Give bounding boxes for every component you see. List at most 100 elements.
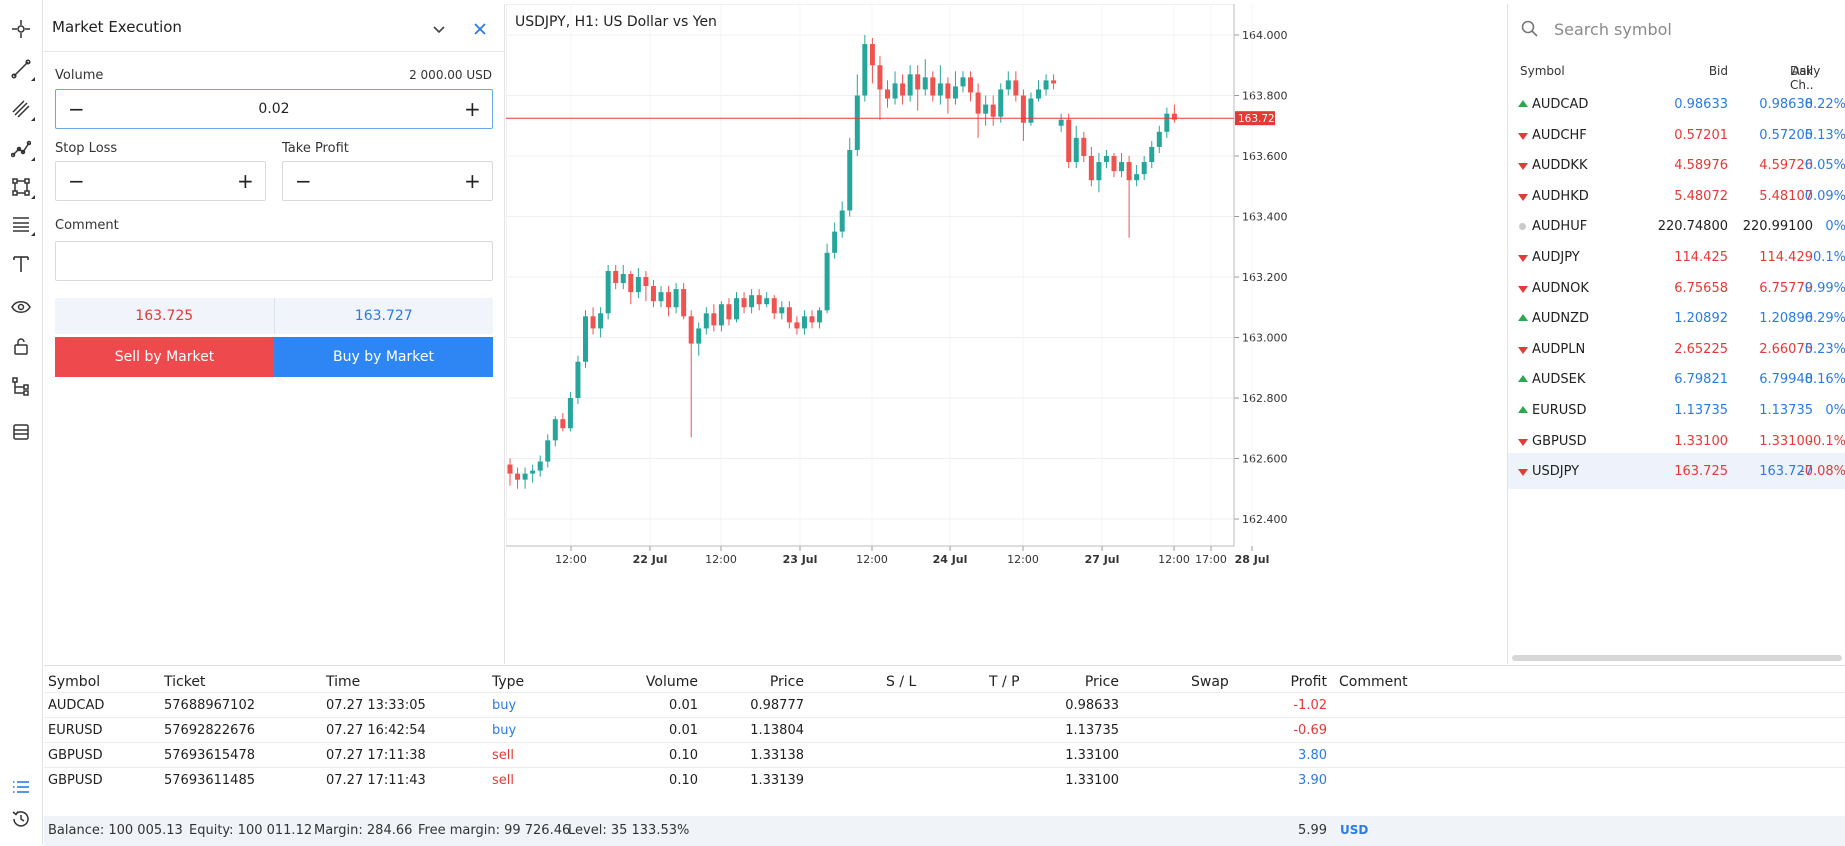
col-tp[interactable]: T / P [989, 674, 1020, 690]
take-profit-increase-button[interactable]: + [464, 169, 481, 193]
symbol-ask: 1.20896 [1759, 311, 1813, 327]
candle-body [598, 313, 604, 329]
symbol-daily-change: 0.29% [1804, 311, 1845, 327]
market-watch-row[interactable]: AUDJPY 114.425 114.429 0.1% [1508, 239, 1845, 275]
search-input[interactable]: Search symbol [1554, 20, 1672, 39]
fibonacci-icon[interactable] [6, 209, 36, 239]
market-watch-row[interactable]: AUDPLN 2.65225 2.66075 0.23% [1508, 331, 1845, 367]
dot-icon [1519, 223, 1526, 231]
volume-input[interactable]: 0.02 [258, 101, 290, 117]
candle-body [703, 313, 709, 329]
market-watch-row[interactable]: AUDDKK 4.58976 4.59726 0.05% [1508, 147, 1845, 183]
market-watch-row[interactable]: GBPUSD 1.33100 1.33100 -0.1% [1508, 423, 1845, 459]
volume-stepper[interactable]: − 0.02 + [55, 89, 493, 129]
trade-row[interactable]: EURUSD 57692822676 07.27 16:42:54 buy 0.01 1.… [44, 717, 1845, 742]
arrow-down-icon [1518, 193, 1528, 201]
crosshair-icon[interactable] [6, 14, 36, 44]
col-ticket[interactable]: Ticket [164, 674, 206, 690]
symbol-bid: 1.20892 [1674, 311, 1728, 327]
col-type[interactable]: Type [492, 674, 525, 690]
symbol-bid: 1.33100 [1674, 433, 1728, 449]
margin-level: Level: 35 133.53% [568, 823, 690, 838]
col-swap[interactable]: Swap [1191, 674, 1229, 690]
history-icon[interactable] [6, 804, 36, 834]
lock-icon[interactable] [6, 331, 36, 361]
col-sl[interactable]: S / L [886, 674, 917, 690]
market-watch-row[interactable]: AUDNOK 6.75658 6.75779 0.99% [1508, 270, 1845, 306]
buy-by-market-button[interactable]: Buy by Market [274, 337, 493, 377]
col-profit[interactable]: Profit [1290, 674, 1327, 690]
layers-icon[interactable] [6, 417, 36, 447]
candle-body [545, 440, 551, 462]
header-symbol[interactable]: Symbol [1520, 64, 1565, 78]
horizontal-scrollbar[interactable] [1512, 655, 1842, 661]
symbol-name: USDJPY [1532, 464, 1580, 480]
col-symbol[interactable]: Symbol [48, 674, 101, 690]
comment-input[interactable] [55, 241, 493, 281]
x-tick-label: 28 Jul [1235, 553, 1270, 566]
candle-body [854, 95, 860, 150]
chevron-down-icon[interactable] [428, 18, 450, 40]
sell-by-market-button[interactable]: Sell by Market [55, 337, 274, 377]
market-watch-row[interactable]: AUDNZD 1.20892 1.20896 0.29% [1508, 300, 1845, 336]
col-current-price[interactable]: Price [1084, 674, 1119, 690]
trade-row[interactable]: GBPUSD 57693615478 07.27 17:11:38 sell 0.10 1… [44, 742, 1845, 767]
trend-line-icon[interactable] [6, 54, 36, 84]
arrow-down-icon [1518, 469, 1528, 477]
trade-list-icon[interactable] [6, 772, 36, 802]
symbol-search[interactable]: Search symbol [1508, 4, 1845, 54]
channel-icon[interactable] [6, 94, 36, 124]
trade-row[interactable]: AUDCAD 57688967102 07.27 13:33:05 buy 0.01 0.… [44, 692, 1845, 717]
market-watch-row[interactable]: AUDHUF 220.74800 220.99100 0% [1508, 208, 1845, 244]
eye-icon[interactable] [6, 292, 36, 322]
take-profit-decrease-button[interactable]: − [295, 169, 312, 193]
symbol-name: AUDSEK [1532, 372, 1586, 388]
volume-label: Volume [55, 68, 104, 83]
candlestick-chart[interactable]: 164.000 163.800 163.600 163.400 163.200 163.0… [506, 4, 1506, 664]
price-chart[interactable]: 164.000 163.800 163.600 163.400 163.200 163.0… [506, 4, 1506, 664]
candle-body [983, 104, 989, 114]
text-tool-icon[interactable] [6, 249, 36, 279]
volume-amount: 2 000.00 USD [409, 68, 492, 82]
volume-increase-button[interactable]: + [463, 97, 481, 121]
symbol-name: AUDHKD [1532, 188, 1589, 204]
market-watch-row[interactable]: AUDHKD 5.48072 5.48107 0.09% [1508, 178, 1845, 214]
candle-body [507, 464, 513, 474]
account-currency: USD [1340, 823, 1369, 837]
header-ask[interactable]: Ask [1791, 64, 1813, 78]
shapes-icon[interactable] [6, 172, 36, 202]
header-bid[interactable]: Bid [1708, 64, 1728, 78]
market-watch-row[interactable]: EURUSD 1.13735 1.13735 0% [1508, 392, 1845, 428]
symbol-ask: 0.57205 [1759, 127, 1813, 143]
symbol-ask: 1.33100 [1759, 433, 1813, 449]
object-tree-icon[interactable] [6, 371, 36, 401]
symbol-name: AUDHUF [1532, 219, 1588, 235]
trade-row[interactable]: GBPUSD 57693611485 07.27 17:11:43 sell 0.10 1… [44, 767, 1845, 792]
trade-current-price: 1.33100 [1065, 748, 1119, 763]
market-watch-row[interactable]: USDJPY 163.725 163.727 -0.08% [1508, 453, 1845, 490]
symbol-daily-change: 0.16% [1804, 372, 1845, 388]
candle-body [952, 86, 958, 99]
polyline-icon[interactable] [6, 134, 36, 164]
market-watch-row[interactable]: AUDSEK 6.79821 6.79948 0.16% [1508, 361, 1845, 397]
stop-loss-stepper[interactable]: − + [55, 161, 266, 201]
candle-body [847, 149, 853, 211]
market-watch-row[interactable]: AUDCHF 0.57201 0.57205 0.13% [1508, 117, 1845, 153]
search-icon [1520, 19, 1540, 39]
header-daily-change[interactable]: Daily Ch.. [1790, 64, 1821, 92]
col-volume[interactable]: Volume [645, 674, 698, 690]
candle-body [673, 289, 679, 308]
col-price[interactable]: Price [769, 674, 804, 690]
col-comment[interactable]: Comment [1339, 674, 1408, 690]
candle-body [832, 231, 838, 253]
trade-symbol: GBPUSD [48, 773, 103, 788]
take-profit-stepper[interactable]: − + [282, 161, 493, 201]
symbol-daily-change: 0% [1825, 219, 1845, 235]
current-price-tag [1235, 111, 1275, 126]
stop-loss-increase-button[interactable]: + [237, 169, 254, 193]
col-time[interactable]: Time [326, 674, 361, 690]
volume-decrease-button[interactable]: − [68, 97, 85, 121]
stop-loss-decrease-button[interactable]: − [68, 169, 85, 193]
close-icon[interactable] [469, 18, 491, 40]
market-watch-row[interactable]: AUDCAD 0.98633 0.98638 0.22% [1508, 86, 1845, 122]
